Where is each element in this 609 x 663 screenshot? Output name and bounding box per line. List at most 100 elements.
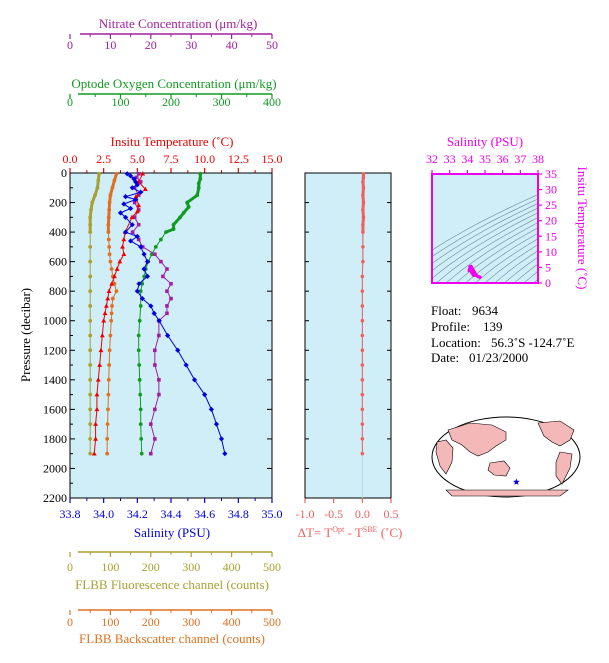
profile-value: 139 <box>483 319 503 334</box>
delta-t-point <box>360 304 365 308</box>
salinity-point <box>208 406 214 412</box>
ts-isopycnal-line <box>455 227 538 283</box>
ts-point <box>472 273 476 278</box>
delta-t-background <box>304 172 392 499</box>
float-value: 9634 <box>472 303 499 318</box>
delta-t-point <box>360 333 365 338</box>
temperature-tick-label: 2.5 <box>96 152 111 166</box>
backscatter-point <box>106 392 111 397</box>
ts-x-tick-label: 37 <box>514 152 526 166</box>
land-africa <box>435 439 454 475</box>
backscatter-tick-label: 500 <box>263 615 281 629</box>
temperature-point <box>95 377 101 382</box>
fluorescence-point <box>88 451 93 456</box>
ts-isopycnal-line <box>494 250 538 283</box>
nitrate-point <box>169 281 173 286</box>
oxygen-point <box>153 244 158 249</box>
delta-t-point <box>360 451 365 456</box>
world-map <box>431 416 581 498</box>
oxygen-point <box>137 363 142 367</box>
ts-x-tick-label: 38 <box>532 152 544 166</box>
temperature-point <box>101 318 107 323</box>
temperature-point <box>121 236 127 242</box>
float-label: Float: <box>431 303 461 318</box>
salinity-point <box>151 310 157 316</box>
ts-y-tick-label: 5 <box>545 260 551 274</box>
ts-x-tick-label: 32 <box>426 152 438 166</box>
temperature-tick-label: 5.0 <box>130 152 145 166</box>
temperature-point <box>120 244 125 249</box>
oxygen-ticks: 0 100 200 300 400 <box>67 94 281 109</box>
pressure-tick-label: 1600 <box>43 402 67 416</box>
fluorescence-ticks: 0 100 200 300 400 500 <box>67 552 281 574</box>
oxygen-point <box>136 348 141 353</box>
ts-y-tick-label: 15 <box>545 229 557 243</box>
temperature-point <box>114 266 120 271</box>
oxygen-axis: Optode Oxygen Concentration (μm/kg) 0 100… <box>67 76 281 109</box>
nitrate-point <box>165 311 169 316</box>
ts-isopycnal-line <box>432 207 538 271</box>
salinity-point <box>139 295 145 302</box>
temperature-point <box>129 214 135 220</box>
salinity-point <box>128 173 134 179</box>
ts-x-tick-label: 33 <box>444 152 456 166</box>
ts-isopycnals <box>432 194 538 283</box>
oxygen-tick-label: 300 <box>213 95 231 109</box>
nitrate-point <box>157 333 161 338</box>
oxygen-point <box>140 281 145 286</box>
backscatter-point <box>107 252 112 257</box>
fluorescence-tick-label: 100 <box>101 560 119 574</box>
ts-y-tick-label: 20 <box>545 214 557 228</box>
float-location-star <box>513 478 520 485</box>
nitrate-tick-label: 0 <box>67 38 73 52</box>
ts-point <box>468 265 472 269</box>
temperature-point <box>105 295 111 301</box>
nitrate-ticks: 0 10 20 30 40 50 <box>67 34 278 52</box>
salinity-tick-label: 34.2 <box>127 507 148 521</box>
pressure-tick-label: 800 <box>49 284 67 298</box>
salinity-point <box>213 421 220 427</box>
ts-y-tick-label: 0 <box>545 276 551 290</box>
pressure-tick-label: 2200 <box>43 491 67 505</box>
oxygen-point <box>139 451 144 456</box>
backscatter-point <box>105 437 110 441</box>
backscatter-point <box>106 237 111 242</box>
backscatter-point <box>110 304 114 308</box>
backscatter-point <box>109 318 114 323</box>
backscatter-point <box>106 407 110 412</box>
ts-y-tick-label: 35 <box>545 167 557 181</box>
backscatter-point <box>106 230 111 234</box>
salinity-point <box>141 266 147 272</box>
pressure-ticks: 0 200 400 600 800 1000 1200 1400 1600 1800 2000 220… <box>43 166 272 505</box>
oxygen-point <box>137 377 142 382</box>
salinity-point <box>129 185 135 191</box>
ts-background <box>432 174 538 283</box>
oxygen-point <box>138 407 143 412</box>
land-asia <box>447 422 507 457</box>
salinity-point <box>138 244 144 250</box>
delta-t-point <box>360 289 365 293</box>
temperature-tick-label: 10.0 <box>194 152 215 166</box>
temperature-point <box>94 406 100 412</box>
delta-t-point <box>360 363 365 367</box>
ts-x-tick-label: 35 <box>479 152 491 166</box>
pressure-tick-label: 400 <box>49 225 67 239</box>
nitrate-point <box>136 237 141 242</box>
nitrate-point <box>165 304 169 308</box>
delta-t-point <box>360 348 365 353</box>
map-land <box>435 420 575 497</box>
backscatter-axis-label: FLBB Backscatter channel (counts) <box>79 631 265 646</box>
fluorescence-point <box>88 304 93 308</box>
fluorescence-point <box>88 318 93 323</box>
salinity-point <box>183 362 189 368</box>
delta-t-ticks: -1.0 -0.5 0.0 0.5 <box>296 172 399 521</box>
profile-label: Profile: <box>431 319 470 334</box>
ts-isopycnal-line <box>475 238 538 283</box>
nitrate-point <box>153 348 157 353</box>
oxygen-point <box>137 318 142 323</box>
salinity-point <box>129 222 135 228</box>
nitrate-point <box>159 259 163 264</box>
temperature-point <box>140 171 146 176</box>
ts-isopycnal-line <box>436 217 538 283</box>
